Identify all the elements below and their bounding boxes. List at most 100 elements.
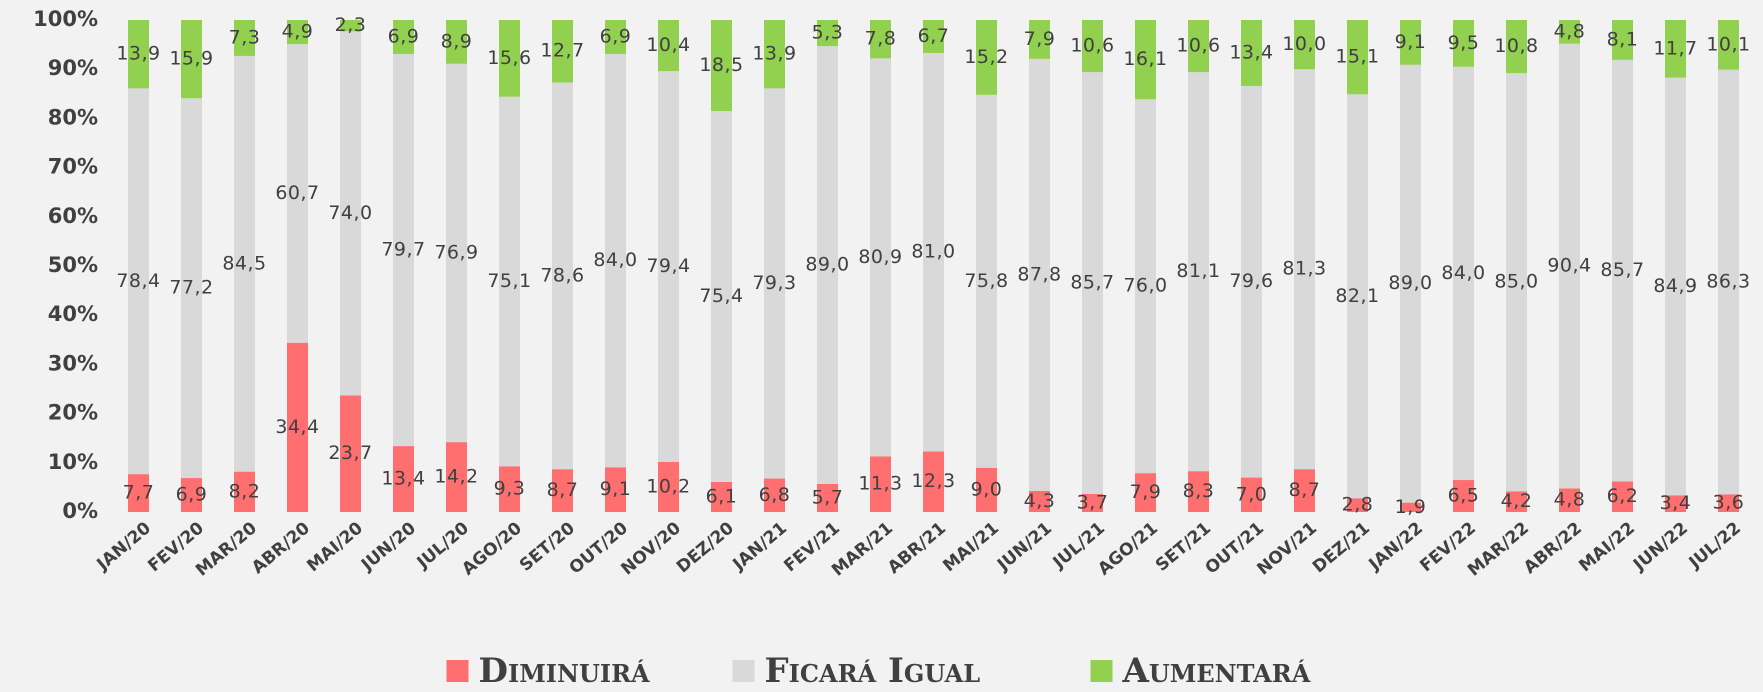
bar-segment bbox=[234, 55, 255, 472]
x-tick-label: JUN/21 bbox=[993, 518, 1056, 575]
bar-segment bbox=[1082, 20, 1103, 73]
bar-segment bbox=[128, 20, 149, 89]
data-label: 10,2 bbox=[646, 475, 690, 497]
bar-segment bbox=[234, 20, 255, 56]
bar-segment bbox=[393, 20, 414, 54]
data-label: 4,9 bbox=[282, 21, 314, 43]
legend-label: Diminuirá bbox=[479, 651, 651, 691]
bar-segment bbox=[1612, 59, 1633, 482]
data-label: 8,9 bbox=[441, 30, 473, 52]
data-label: 12,3 bbox=[911, 470, 955, 492]
data-label: 86,3 bbox=[1706, 270, 1750, 292]
data-label: 23,7 bbox=[328, 442, 372, 464]
data-label: 8,7 bbox=[1289, 479, 1321, 501]
bar-segment bbox=[711, 111, 732, 482]
bar-segment bbox=[1029, 490, 1050, 512]
bar-segment bbox=[393, 53, 414, 447]
bar-segment bbox=[1665, 20, 1686, 78]
bar-segment bbox=[393, 446, 414, 512]
data-label: 75,1 bbox=[487, 270, 531, 292]
data-label: 7,7 bbox=[123, 482, 155, 504]
x-tick-label: JUN/20 bbox=[357, 518, 420, 575]
bar-segment bbox=[1294, 20, 1315, 70]
bar-segment bbox=[552, 82, 573, 470]
bar-segment bbox=[870, 456, 891, 512]
bar-segment bbox=[1612, 20, 1633, 60]
bar-segment bbox=[658, 71, 679, 462]
data-label: 5,3 bbox=[812, 22, 844, 44]
bar-segment bbox=[552, 20, 573, 83]
bar-segment bbox=[1241, 20, 1262, 86]
data-label: 3,4 bbox=[1660, 492, 1692, 514]
bar-segment bbox=[340, 31, 361, 396]
x-tick-label: ABR/20 bbox=[248, 518, 314, 578]
bar-segment bbox=[817, 20, 838, 47]
bar-segment bbox=[1506, 20, 1527, 74]
bar-segment bbox=[605, 20, 626, 54]
bar-segment bbox=[1400, 64, 1421, 503]
data-label: 85,0 bbox=[1494, 271, 1538, 293]
bar-segment bbox=[128, 474, 149, 512]
data-label: 7,0 bbox=[1236, 483, 1268, 505]
bar-segment bbox=[1188, 471, 1209, 512]
data-label: 76,9 bbox=[434, 241, 478, 263]
x-tick-label: JAN/20 bbox=[93, 518, 155, 575]
bar-segment bbox=[1453, 20, 1474, 67]
bar-segment bbox=[1718, 494, 1739, 512]
data-label: 4,8 bbox=[1554, 489, 1586, 511]
data-label: 60,7 bbox=[275, 182, 319, 204]
data-label: 81,0 bbox=[911, 241, 955, 263]
data-label: 81,3 bbox=[1282, 258, 1326, 280]
bar-segment bbox=[1400, 20, 1421, 65]
x-tick-label: JAN/22 bbox=[1365, 518, 1427, 575]
bar-segment bbox=[870, 20, 891, 59]
data-label: 75,4 bbox=[699, 285, 743, 307]
data-label: 11,3 bbox=[858, 473, 902, 495]
data-label: 15,2 bbox=[964, 46, 1008, 68]
bar-segment bbox=[1665, 77, 1686, 496]
bar-segment bbox=[817, 46, 838, 484]
y-tick-label: 100% bbox=[33, 7, 98, 31]
data-label: 85,7 bbox=[1600, 259, 1644, 281]
data-label: 89,0 bbox=[1388, 272, 1432, 294]
y-tick-label: 0% bbox=[62, 499, 98, 523]
data-label: 4,8 bbox=[1554, 20, 1586, 42]
bar-segment bbox=[446, 20, 467, 64]
bar-segment bbox=[1453, 480, 1474, 512]
x-tick-label: ABR/21 bbox=[884, 518, 950, 578]
x-tick-label: JUN/22 bbox=[1629, 518, 1692, 575]
y-tick-label: 10% bbox=[48, 450, 98, 474]
data-label: 11,7 bbox=[1653, 37, 1697, 59]
bar-segment bbox=[499, 20, 520, 97]
data-label: 6,9 bbox=[176, 484, 208, 506]
bar-segment bbox=[1665, 495, 1686, 512]
bar-segment bbox=[499, 466, 520, 512]
data-label: 34,4 bbox=[275, 416, 319, 438]
data-label: 6,9 bbox=[388, 25, 420, 47]
data-label: 89,0 bbox=[805, 254, 849, 276]
bar-segment bbox=[552, 469, 573, 512]
data-label: 84,0 bbox=[593, 249, 637, 271]
data-label: 13,4 bbox=[381, 468, 425, 490]
bar-segment bbox=[181, 20, 202, 99]
bar-segment bbox=[1559, 43, 1580, 489]
data-label: 9,1 bbox=[1395, 31, 1427, 53]
bar-segment bbox=[234, 471, 255, 512]
bar-segment bbox=[446, 442, 467, 512]
data-label: 10,8 bbox=[1494, 35, 1538, 57]
x-tick-label: DEZ/20 bbox=[673, 518, 738, 577]
x-tick-label: NOV/21 bbox=[1253, 518, 1320, 579]
bar-segment bbox=[923, 451, 944, 512]
y-tick-label: 30% bbox=[48, 351, 98, 375]
x-tick-label: ABR/22 bbox=[1520, 518, 1586, 578]
y-tick-label: 20% bbox=[48, 401, 98, 425]
bar-segment bbox=[764, 20, 785, 89]
data-label: 8,3 bbox=[1183, 480, 1215, 502]
data-label: 4,2 bbox=[1501, 490, 1533, 512]
data-label: 7,3 bbox=[229, 26, 261, 48]
data-label: 13,9 bbox=[116, 43, 160, 65]
data-label: 6,9 bbox=[600, 25, 632, 47]
data-label: 15,9 bbox=[169, 48, 213, 70]
bar-segment bbox=[870, 58, 891, 457]
bar-segment bbox=[287, 44, 308, 343]
